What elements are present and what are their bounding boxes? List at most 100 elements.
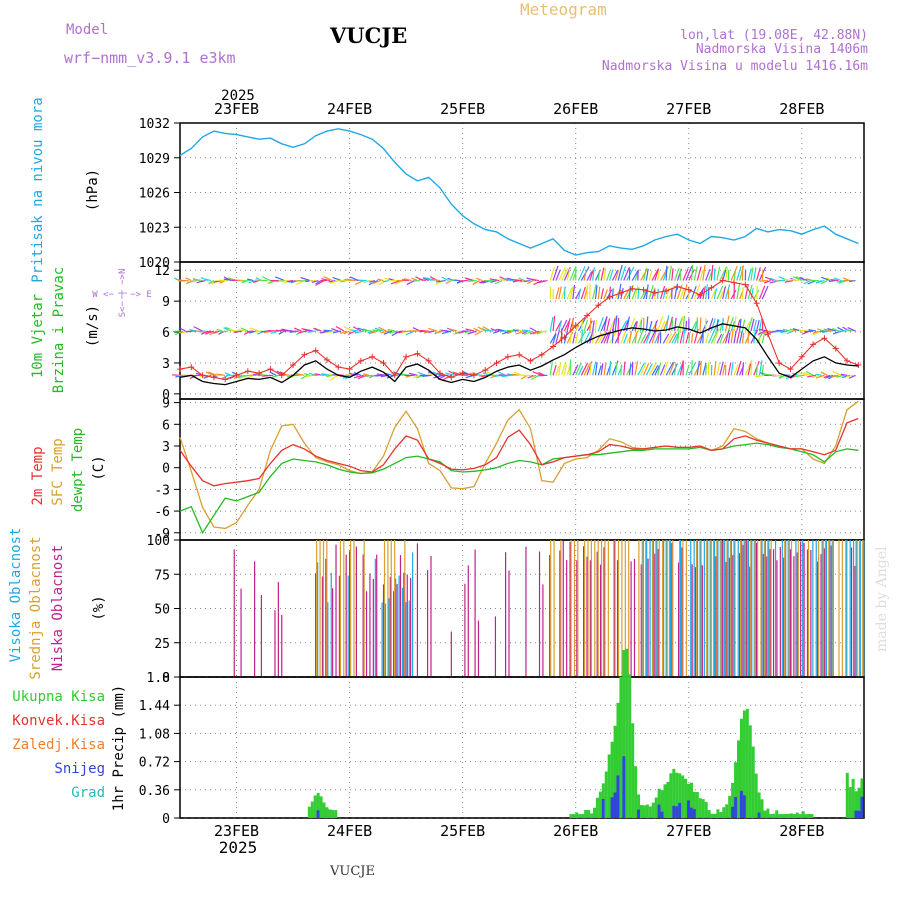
wind-arrow bbox=[216, 373, 226, 376]
total-precip-bar bbox=[713, 813, 717, 818]
wind-arrow bbox=[555, 287, 560, 300]
wind-arrow bbox=[179, 327, 186, 332]
total-precip-bar bbox=[631, 723, 635, 818]
total-precip-bar bbox=[731, 782, 735, 818]
wind-arrow bbox=[631, 361, 634, 376]
wind-arrow bbox=[808, 329, 817, 332]
wind-arrow bbox=[730, 329, 734, 344]
total-precip-bar bbox=[592, 807, 596, 818]
wind-arrow bbox=[524, 279, 531, 283]
wind-arrow bbox=[637, 328, 645, 344]
wind-arrow bbox=[315, 280, 325, 286]
top-day-label: 25FEB bbox=[440, 100, 485, 118]
wind-arrow bbox=[690, 359, 693, 376]
temp-ytick-label: -6 bbox=[154, 505, 170, 520]
gust-marker bbox=[301, 351, 308, 358]
wind-arrow bbox=[640, 362, 647, 376]
wind-arrow bbox=[583, 319, 589, 332]
wind-arrow bbox=[716, 266, 721, 281]
total-precip-bar bbox=[675, 772, 679, 818]
gust-marker bbox=[787, 366, 794, 373]
wind-arrow bbox=[580, 286, 586, 300]
snow-bar bbox=[657, 804, 661, 818]
wind-arrow bbox=[187, 279, 198, 283]
wind-arrow bbox=[620, 266, 627, 281]
gust-marker bbox=[222, 376, 229, 383]
wind-arrow bbox=[640, 333, 647, 344]
wind-arrow bbox=[572, 284, 576, 300]
wind-arrow bbox=[682, 327, 686, 344]
wind-arrow bbox=[569, 268, 576, 281]
wind-arrow bbox=[603, 289, 608, 300]
gust-marker bbox=[244, 368, 251, 375]
wind-arrow bbox=[228, 329, 237, 332]
wind-arrow bbox=[707, 329, 716, 344]
total-precip-bar bbox=[642, 805, 646, 818]
gust-marker bbox=[369, 353, 376, 360]
temp-unit: (C) bbox=[91, 455, 107, 480]
wind-arrow bbox=[821, 276, 831, 282]
wind-arrow bbox=[549, 361, 553, 376]
wind-arrow bbox=[411, 277, 418, 282]
gust-marker bbox=[346, 366, 353, 373]
total-precip-bar bbox=[604, 771, 608, 818]
elevation-label: Nadmorska Visina 1406m bbox=[696, 42, 868, 57]
temp-ytick-label: 3 bbox=[162, 440, 170, 455]
wind-arrow bbox=[614, 363, 618, 376]
total-precip-bar bbox=[695, 792, 699, 818]
wind-arrow bbox=[575, 362, 582, 376]
wind-arrow bbox=[724, 284, 731, 300]
bottom-day-label: 28FEB bbox=[779, 822, 824, 840]
wind-arrow bbox=[552, 315, 556, 332]
total-precip-bar bbox=[692, 791, 696, 818]
precip-ylabel: 1hr Precip (mm) bbox=[111, 685, 127, 811]
wind-compass-horizontal: W <− | −> E bbox=[92, 290, 152, 300]
pressure-ytick-label: 1029 bbox=[139, 152, 170, 167]
gust-marker bbox=[855, 362, 862, 369]
wind-arrow bbox=[597, 365, 602, 376]
total-precip-bar bbox=[607, 754, 611, 818]
wind-arrow bbox=[383, 330, 393, 335]
wind-arrow bbox=[657, 362, 662, 376]
wind-arrow bbox=[354, 279, 364, 286]
total-precip-bar bbox=[590, 813, 594, 818]
wind-arrow bbox=[756, 319, 760, 332]
wind-arrow bbox=[583, 363, 591, 376]
total-precip-bar bbox=[651, 802, 655, 818]
wind-arrow bbox=[479, 279, 486, 284]
wind-arrow bbox=[759, 279, 768, 282]
wind-arrow bbox=[606, 270, 611, 281]
total-precip-bar bbox=[745, 708, 749, 818]
total-precip-bar bbox=[640, 805, 644, 818]
pressure-unit: (hPa) bbox=[85, 169, 101, 211]
wind-arrow bbox=[623, 289, 630, 300]
wind-arrow bbox=[329, 374, 339, 381]
wind-arrow bbox=[371, 279, 381, 285]
cloud-ytick-label: 50 bbox=[154, 603, 170, 618]
wind-arrow bbox=[803, 371, 811, 376]
wind-arrow bbox=[323, 276, 333, 282]
top-day-label: 23FEB bbox=[214, 100, 259, 118]
total-precip-bar bbox=[595, 797, 599, 818]
total-precip-bar bbox=[786, 813, 790, 818]
wind-arrow bbox=[490, 328, 497, 332]
wind-arrow bbox=[719, 266, 728, 281]
wind-arrow bbox=[533, 280, 543, 286]
wind-arrow bbox=[580, 362, 589, 376]
wind-arrow bbox=[645, 316, 649, 332]
wind-arrow bbox=[422, 374, 432, 378]
total-precip-bar bbox=[610, 741, 614, 818]
wind-arrow bbox=[363, 373, 370, 376]
total-precip-bar bbox=[648, 806, 652, 818]
wind-arrow bbox=[563, 286, 566, 300]
wind-arrow bbox=[659, 364, 666, 376]
total-precip-bar bbox=[766, 808, 770, 818]
wind-arrow bbox=[540, 330, 548, 333]
wind-arrow bbox=[332, 330, 342, 334]
total-precip-bar bbox=[587, 809, 591, 818]
wind-arrow bbox=[512, 279, 523, 282]
wind-arrow bbox=[676, 317, 683, 332]
wind-arrow bbox=[311, 279, 319, 283]
wind-arrow bbox=[733, 364, 739, 376]
